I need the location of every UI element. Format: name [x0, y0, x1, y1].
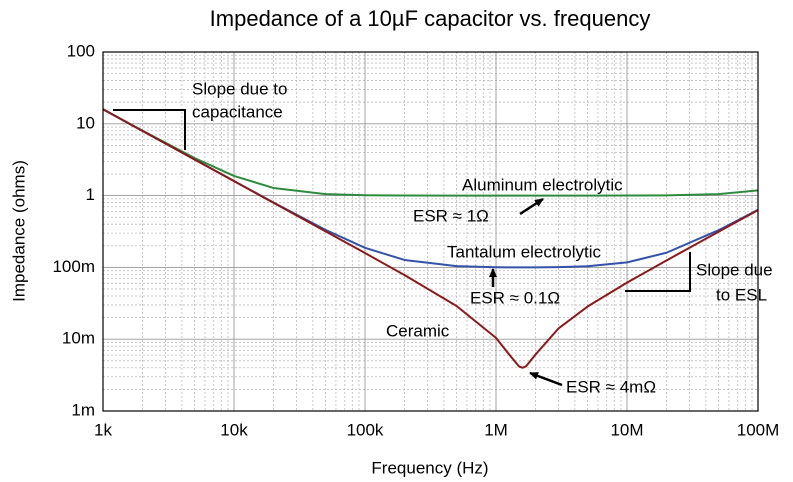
x-tick-label: 100k: [347, 420, 384, 439]
annotation: Slope due to: [192, 79, 287, 98]
grid: 1k 10k 100k 1M 10M 100M 1m 10m 100m 1 10 100: [52, 41, 779, 439]
x-tick-label: 10M: [610, 420, 643, 439]
annotation: ESR ≈ 1Ω: [413, 206, 489, 225]
series-line: [102, 108, 759, 369]
y-tick-label: 10: [76, 113, 95, 132]
annotation: to ESL: [716, 285, 767, 304]
slope-bracket: [113, 109, 186, 150]
y-tick-label: 100m: [52, 257, 95, 276]
x-tick-label: 1M: [484, 420, 508, 439]
annotations: Slope due to capacitance Aluminum electrol…: [192, 79, 773, 396]
x-tick-label: 1k: [94, 420, 112, 439]
series-line: [102, 108, 759, 197]
annotation: Tantalum electrolytic: [447, 242, 602, 261]
arrow: [529, 371, 563, 387]
annotation: ESR ≈ 4mΩ: [566, 377, 656, 396]
y-tick-label: 1m: [71, 400, 95, 419]
arrow: [519, 197, 544, 216]
plot-area: [102, 108, 759, 369]
chart-title: Impedance of a 10µF capacitor vs. freque…: [210, 6, 651, 31]
annotation: capacitance: [192, 102, 283, 121]
y-axis-label: Impedance (ohms): [9, 160, 28, 302]
annotation: Ceramic: [386, 321, 450, 340]
x-tick-label: 100M: [737, 420, 780, 439]
slope-bracket: [625, 252, 691, 292]
x-tick-label: 10k: [220, 420, 248, 439]
y-tick-label: 10m: [62, 329, 95, 348]
annotation: ESR ≈ 0.1Ω: [470, 288, 560, 307]
series-line: [102, 108, 759, 269]
y-tick-label: 1: [86, 185, 95, 204]
annotation: Slope due: [696, 260, 773, 279]
annotation: Aluminum electrolytic: [462, 175, 623, 194]
x-axis-label: Frequency (Hz): [371, 458, 488, 477]
y-tick-label: 100: [67, 41, 95, 60]
plot-frame: [102, 51, 759, 412]
